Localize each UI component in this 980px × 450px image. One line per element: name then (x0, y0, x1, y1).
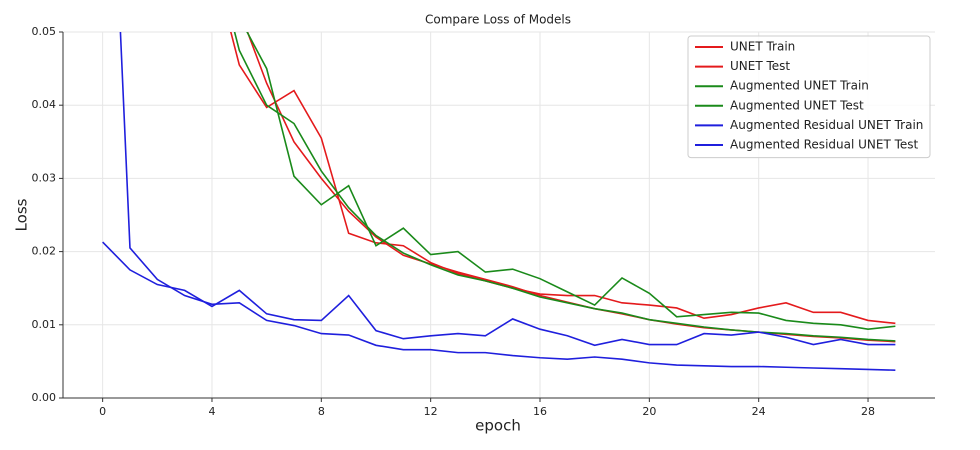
x-tick-label: 16 (533, 405, 547, 418)
x-tick-label: 8 (318, 405, 325, 418)
x-tick-label: 0 (99, 405, 106, 418)
y-tick-label: 0.02 (32, 245, 57, 258)
y-tick-label: 0.03 (32, 171, 57, 184)
legend-label: Augmented Residual UNET Test (730, 138, 919, 152)
series-line (102, 241, 896, 347)
x-axis-label: epoch (475, 417, 521, 435)
legend-label: UNET Test (730, 59, 790, 73)
y-tick-label: 0.04 (32, 98, 57, 111)
y-tick-label: 0.05 (32, 25, 57, 38)
legend-box (687, 35, 931, 159)
legend: UNET Train UNET Test Augmented UNET Train A… (687, 35, 931, 159)
legend-label: Augmented UNET Train (730, 79, 869, 93)
x-tick-label: 12 (424, 405, 438, 418)
x-tick-label: 28 (861, 405, 875, 418)
x-tick-label: 20 (642, 405, 656, 418)
chart-title: Compare Loss of Models (425, 13, 571, 27)
legend-label: UNET Train (730, 40, 795, 54)
x-tick-label: 24 (752, 405, 766, 418)
series-line (119, 32, 896, 371)
series-line (246, 32, 896, 330)
y-tick-label: 0.01 (32, 318, 57, 331)
y-axis-label: Loss (13, 198, 31, 231)
x-tick-label: 4 (208, 405, 215, 418)
legend-label: Augmented UNET Test (730, 98, 864, 112)
y-tick-label: 0.00 (32, 391, 57, 404)
ticks: 0 4 8 12 16 20 24 28 0.00 0.01 0.02 0.03 0.04 0.05 (32, 25, 876, 418)
legend-label: Augmented Residual UNET Train (730, 118, 923, 132)
plot-lines (102, 32, 896, 371)
